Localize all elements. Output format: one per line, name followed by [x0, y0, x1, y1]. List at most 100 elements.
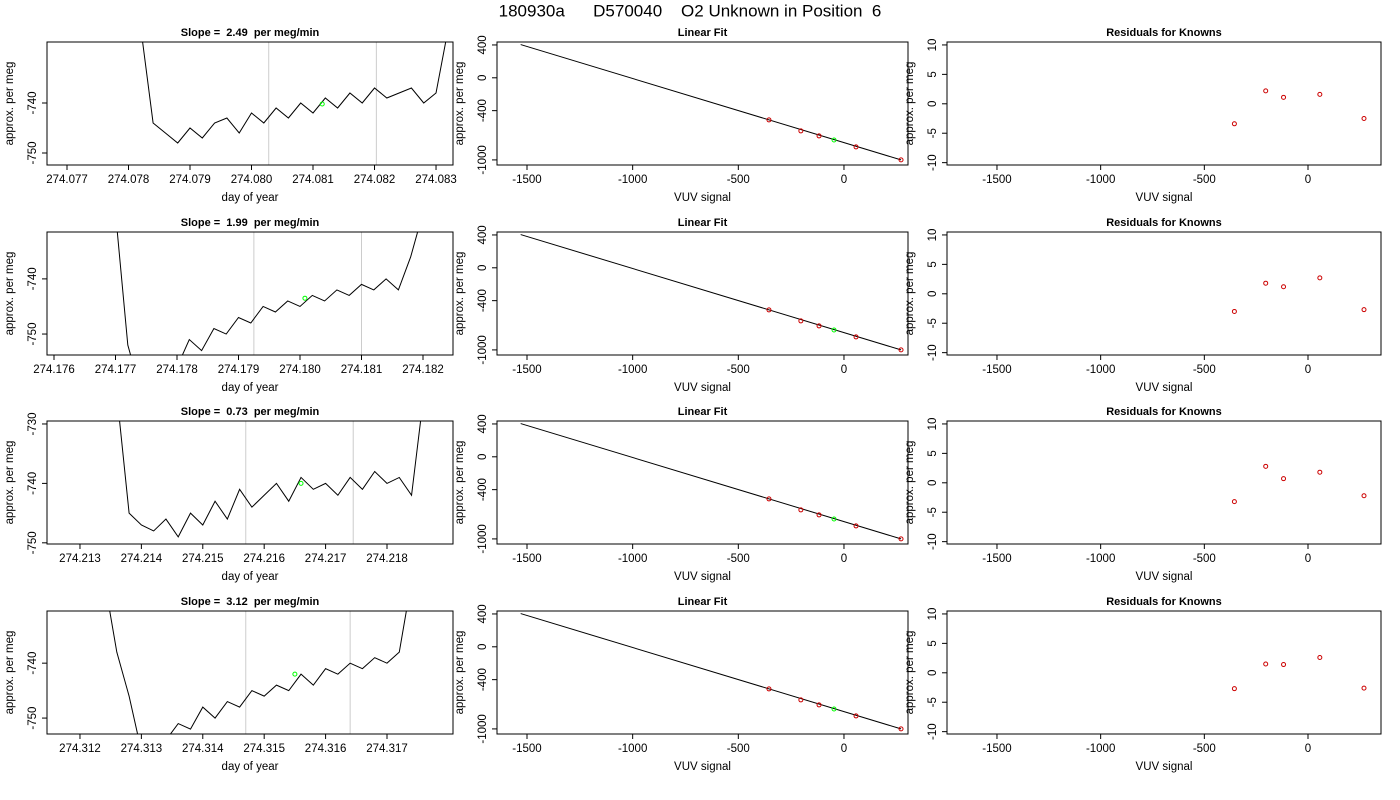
data-point — [1231, 686, 1237, 692]
data-point — [1361, 116, 1367, 122]
x-tick-label: 0 — [1305, 174, 1311, 186]
panel-title: Linear Fit — [678, 406, 728, 418]
plot-area — [1231, 463, 1367, 505]
highlight-point — [292, 671, 298, 677]
y-tick-label: 0 — [927, 480, 939, 486]
y-tick-label: -740 — [27, 652, 39, 675]
panel-frame — [46, 41, 454, 166]
x-tick-label: -1000 — [618, 364, 647, 376]
x-tick-label: -500 — [1193, 553, 1216, 565]
x-tick-label: -1500 — [982, 743, 1011, 755]
x-tick-label: 274.316 — [305, 743, 347, 755]
y-tick-label: -1000 — [477, 335, 489, 364]
data-point — [1263, 463, 1269, 469]
y-tick-label: -400 — [477, 99, 489, 122]
panel-title: Linear Fit — [678, 217, 728, 229]
x-tick-label: 274.082 — [354, 174, 396, 186]
data-point — [1231, 499, 1237, 505]
data-point — [766, 686, 772, 692]
data-point — [898, 347, 904, 353]
highlight-point — [302, 295, 308, 301]
x-tick-label: -500 — [1193, 174, 1216, 186]
panel-frame — [496, 231, 909, 356]
x-tick-label: 274.177 — [95, 364, 137, 376]
panel: Residuals for Knowns VUV signal approx. pe… — [904, 217, 1382, 394]
data-point — [798, 697, 804, 703]
y-tick-label: 10 — [927, 418, 939, 431]
panel-frame — [946, 41, 1382, 166]
panel: Linear Fit VUV signal approx. per meg -1500… — [454, 596, 909, 773]
x-axis-label: VUV signal — [1136, 382, 1193, 394]
x-tick-label: -1000 — [618, 743, 647, 755]
y-axis-label: approx. per meg — [454, 441, 466, 525]
x-tick-label: -1500 — [512, 174, 541, 186]
panel: Linear Fit VUV signal approx. per meg -1500… — [454, 27, 909, 204]
y-tick-label: 5 — [927, 71, 939, 77]
figure-title: 180930a D570040 O2 Unknown in Position 6 — [499, 1, 882, 20]
x-tick-label: -1500 — [982, 553, 1011, 565]
plot-area — [1231, 654, 1367, 692]
x-tick-label: -1500 — [512, 553, 541, 565]
x-tick-label: 0 — [841, 364, 847, 376]
highlight-point — [831, 516, 837, 522]
y-tick-label: -1000 — [477, 714, 489, 743]
x-tick-label: 274.179 — [218, 364, 260, 376]
y-tick-label: -750 — [27, 531, 39, 554]
x-tick-label: 274.077 — [46, 174, 88, 186]
data-point — [853, 713, 859, 719]
y-tick-label: -400 — [477, 289, 489, 312]
panel-title: Residuals for Knowns — [1106, 27, 1222, 39]
y-axis-label: approx. per meg — [454, 252, 466, 336]
data-point — [853, 334, 859, 340]
y-tick-label: -10 — [927, 344, 939, 361]
y-tick-label: 400 — [477, 35, 489, 54]
y-axis-label: approx. per meg — [4, 62, 16, 146]
x-tick-label: 274.180 — [279, 364, 321, 376]
x-tick-label: 274.315 — [243, 743, 285, 755]
x-tick-label: -500 — [1193, 364, 1216, 376]
x-tick-label: -500 — [727, 743, 750, 755]
x-tick-label: 0 — [1305, 364, 1311, 376]
plot-area — [109, 611, 407, 734]
panel-title: Linear Fit — [678, 596, 728, 608]
x-tick-label: 274.317 — [366, 743, 408, 755]
y-tick-label: 400 — [477, 414, 489, 433]
x-axis-label: VUV signal — [674, 382, 731, 394]
x-tick-label: 274.314 — [182, 743, 224, 755]
y-tick-label: -750 — [27, 323, 39, 346]
panel-frame — [496, 420, 909, 545]
data-point — [816, 512, 822, 518]
data-point — [816, 133, 822, 139]
fit-line — [520, 423, 902, 540]
y-tick-label: 5 — [927, 261, 939, 267]
y-tick-label: -1000 — [477, 145, 489, 174]
y-tick-label: -400 — [477, 478, 489, 501]
y-tick-label: 400 — [477, 604, 489, 623]
y-tick-label: -730 — [27, 412, 39, 435]
plot-area — [520, 613, 902, 730]
x-tick-label: 274.181 — [341, 364, 383, 376]
x-tick-label: 274.182 — [402, 364, 444, 376]
panel-title: Residuals for Knowns — [1106, 406, 1222, 418]
x-axis-label: VUV signal — [674, 192, 731, 204]
panel-title: Slope = 1.99 per meg/min — [181, 217, 320, 229]
x-tick-label: 274.217 — [305, 553, 347, 565]
x-tick-label: -1500 — [512, 364, 541, 376]
data-point — [766, 307, 772, 313]
y-tick-label: -5 — [927, 697, 939, 707]
y-tick-label: -10 — [927, 723, 939, 740]
data-point — [798, 128, 804, 134]
plot-area — [520, 423, 902, 540]
plot-area — [1231, 88, 1367, 127]
y-tick-label: -750 — [27, 141, 39, 164]
panel-frame — [946, 231, 1382, 356]
panel: Slope = 1.99 per meg/min day of year appro… — [4, 217, 454, 394]
y-tick-label: -740 — [27, 472, 39, 495]
x-tick-label: 0 — [1305, 553, 1311, 565]
plot-area — [116, 232, 419, 355]
data-point — [1281, 476, 1287, 482]
x-tick-label: 274.214 — [121, 553, 163, 565]
x-tick-label: 0 — [841, 743, 847, 755]
data-point — [1263, 88, 1269, 94]
